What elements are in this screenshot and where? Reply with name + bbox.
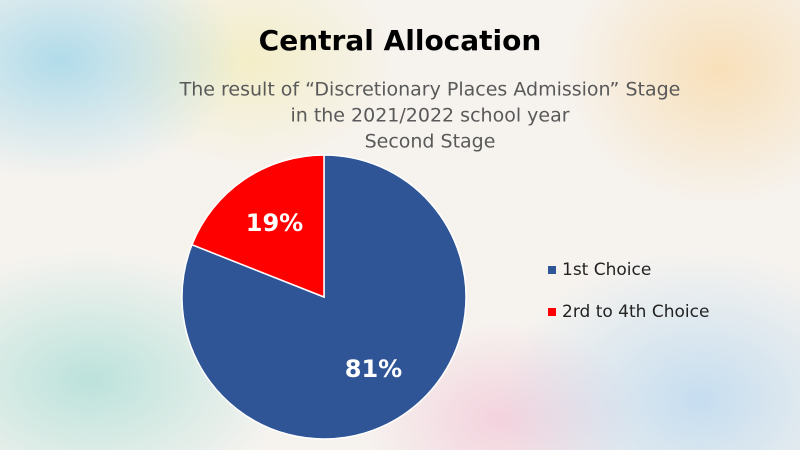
subtitle: in the 2021/2022 school year [290, 105, 569, 127]
legend-swatch [548, 266, 556, 274]
legend-label: 1st Choice [562, 260, 651, 280]
subtitle: The result of “Discretionary Places Admi… [179, 79, 681, 101]
subtitle: Second Stage [365, 131, 496, 153]
chart-title: Central Allocation [259, 24, 542, 57]
data-label: 81% [345, 355, 402, 383]
legend-swatch [548, 308, 556, 316]
legend-label: 2rd to 4th Choice [562, 302, 709, 322]
data-label: 19% [246, 209, 303, 237]
pie-slice [190, 154, 325, 299]
